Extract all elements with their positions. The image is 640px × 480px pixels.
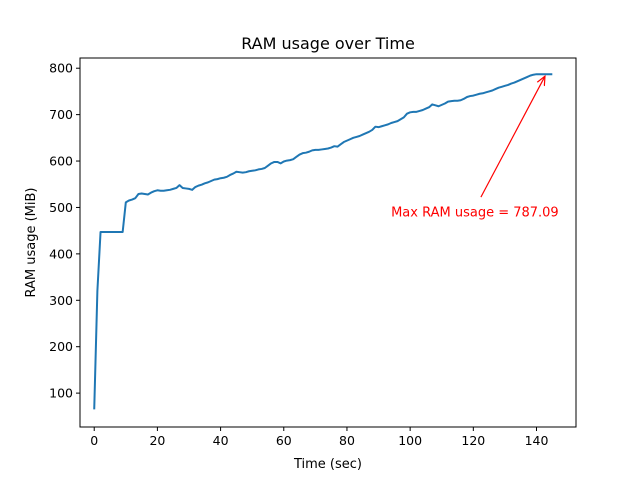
x-axis-ticks: 0 20 40 60 80 100 120 140 bbox=[90, 427, 548, 448]
x-tick-label: 80 bbox=[339, 433, 355, 448]
x-axis-label: Time (sec) bbox=[293, 457, 362, 472]
x-tick-label: 140 bbox=[525, 433, 549, 448]
x-tick-label: 120 bbox=[461, 433, 485, 448]
y-tick-label: 300 bbox=[49, 293, 73, 308]
y-tick-label: 800 bbox=[49, 61, 73, 76]
y-axis-label: RAM usage (MiB) bbox=[24, 188, 39, 298]
y-axis-ticks: 100 200 300 400 500 600 700 800 bbox=[49, 61, 80, 401]
y-tick-label: 100 bbox=[49, 386, 73, 401]
chart-title: RAM usage over Time bbox=[241, 34, 415, 53]
y-tick-label: 400 bbox=[49, 246, 73, 261]
annotation-arrow bbox=[480, 76, 545, 198]
y-tick-label: 700 bbox=[49, 107, 73, 122]
x-tick-label: 40 bbox=[213, 433, 229, 448]
axes-frame bbox=[79, 57, 577, 428]
y-tick-label: 200 bbox=[49, 339, 73, 354]
annotation-text: Max RAM usage = 787.09 bbox=[391, 206, 559, 221]
x-tick-label: 60 bbox=[276, 433, 292, 448]
x-tick-label: 20 bbox=[149, 433, 165, 448]
y-tick-label: 500 bbox=[49, 200, 73, 215]
plot-area: Max RAM usage = 787.09 bbox=[93, 73, 559, 410]
x-tick-label: 100 bbox=[398, 433, 422, 448]
x-tick-label: 0 bbox=[90, 433, 98, 448]
series-line bbox=[93, 73, 553, 410]
y-tick-label: 600 bbox=[49, 154, 73, 169]
